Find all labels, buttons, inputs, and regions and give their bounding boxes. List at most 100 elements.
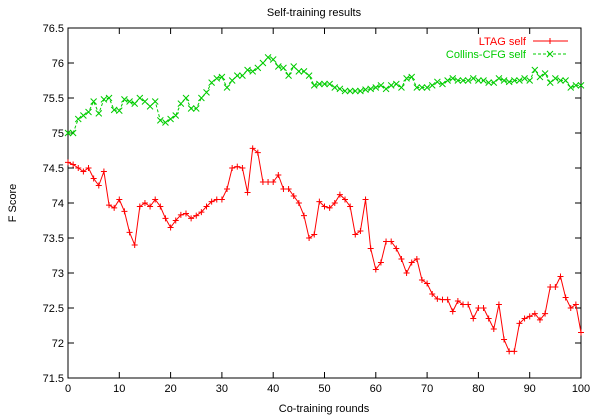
data-point [157,203,164,210]
data-point [244,66,251,74]
data-point [372,84,380,91]
data-point [146,103,154,110]
data-point [547,284,554,290]
y-tick-label: 74 [52,198,64,210]
data-point [239,165,246,171]
data-point [192,105,200,112]
data-point [403,75,410,82]
data-point [85,165,92,171]
data-point [177,100,185,107]
data-point [341,87,349,95]
series-collins-cfg-self [64,54,585,137]
data-point [562,77,569,84]
data-point [501,336,508,343]
data-point [388,238,395,245]
data-point [413,256,420,262]
data-point [526,77,534,84]
data-point [418,84,426,91]
data-point [264,54,272,61]
data-point [121,208,128,215]
x-tick-label: 40 [267,383,279,395]
data-point [141,200,148,206]
data-point [398,84,405,91]
data-point [454,77,462,84]
data-point [480,305,487,311]
data-point [218,196,225,203]
data-point [470,315,477,322]
data-point [208,79,215,86]
data-point [115,107,123,114]
data-point [224,186,231,192]
data-point [460,301,467,308]
data-point [326,80,333,88]
data-point [80,168,87,175]
data-point [70,161,77,168]
data-point [223,84,231,91]
data-point [300,212,307,219]
data-point [136,94,144,102]
data-point [439,296,446,303]
data-point [126,98,133,105]
data-point [203,203,210,210]
x-tick-label: 30 [216,383,228,395]
data-point [424,280,431,287]
data-point [290,63,298,70]
data-point [557,273,564,280]
data-point [254,64,262,72]
data-point [74,115,82,123]
data-point [506,348,513,355]
data-point [567,84,575,91]
x-tick-label: 80 [472,383,484,395]
data-point [229,165,236,171]
data-point [275,172,282,178]
data-point [280,64,287,72]
data-point [305,72,313,79]
data-point [551,75,559,82]
data-point [172,112,180,119]
data-point [552,284,559,290]
data-point [285,72,292,79]
data-point [578,329,584,336]
data-point [377,82,385,89]
data-point [449,75,457,82]
data-point [188,215,195,222]
data-point [213,75,221,82]
data-point [208,198,215,205]
data-point [198,209,205,216]
data-point [290,193,297,199]
data-point [444,77,451,84]
data-point [326,204,333,211]
data-point [423,84,431,91]
data-point [434,78,441,86]
data-point [485,315,492,322]
data-point [126,229,133,236]
data-point [182,210,189,217]
plot-area [64,54,585,355]
data-point [521,75,528,82]
data-point [198,94,205,102]
data-point [372,266,379,273]
data-point [274,63,282,70]
data-point [398,256,405,262]
y-tick-label: 74.5 [43,163,64,175]
data-point [490,326,497,332]
y-tick-label: 76.5 [43,23,64,35]
data-point [557,77,564,84]
data-point [321,80,328,88]
data-point [383,238,390,245]
data-point [413,84,421,91]
data-point [259,59,267,67]
data-point [300,68,308,75]
data-point [259,179,266,185]
data-point [485,79,493,86]
data-point [100,168,107,175]
data-point [567,305,574,311]
x-tick-label: 50 [318,383,330,395]
data-point [572,82,580,89]
data-point [265,179,272,185]
x-tick-label: 100 [572,383,590,395]
data-point [336,191,343,198]
data-point [495,301,502,308]
data-point [495,75,503,82]
data-point [392,80,400,88]
